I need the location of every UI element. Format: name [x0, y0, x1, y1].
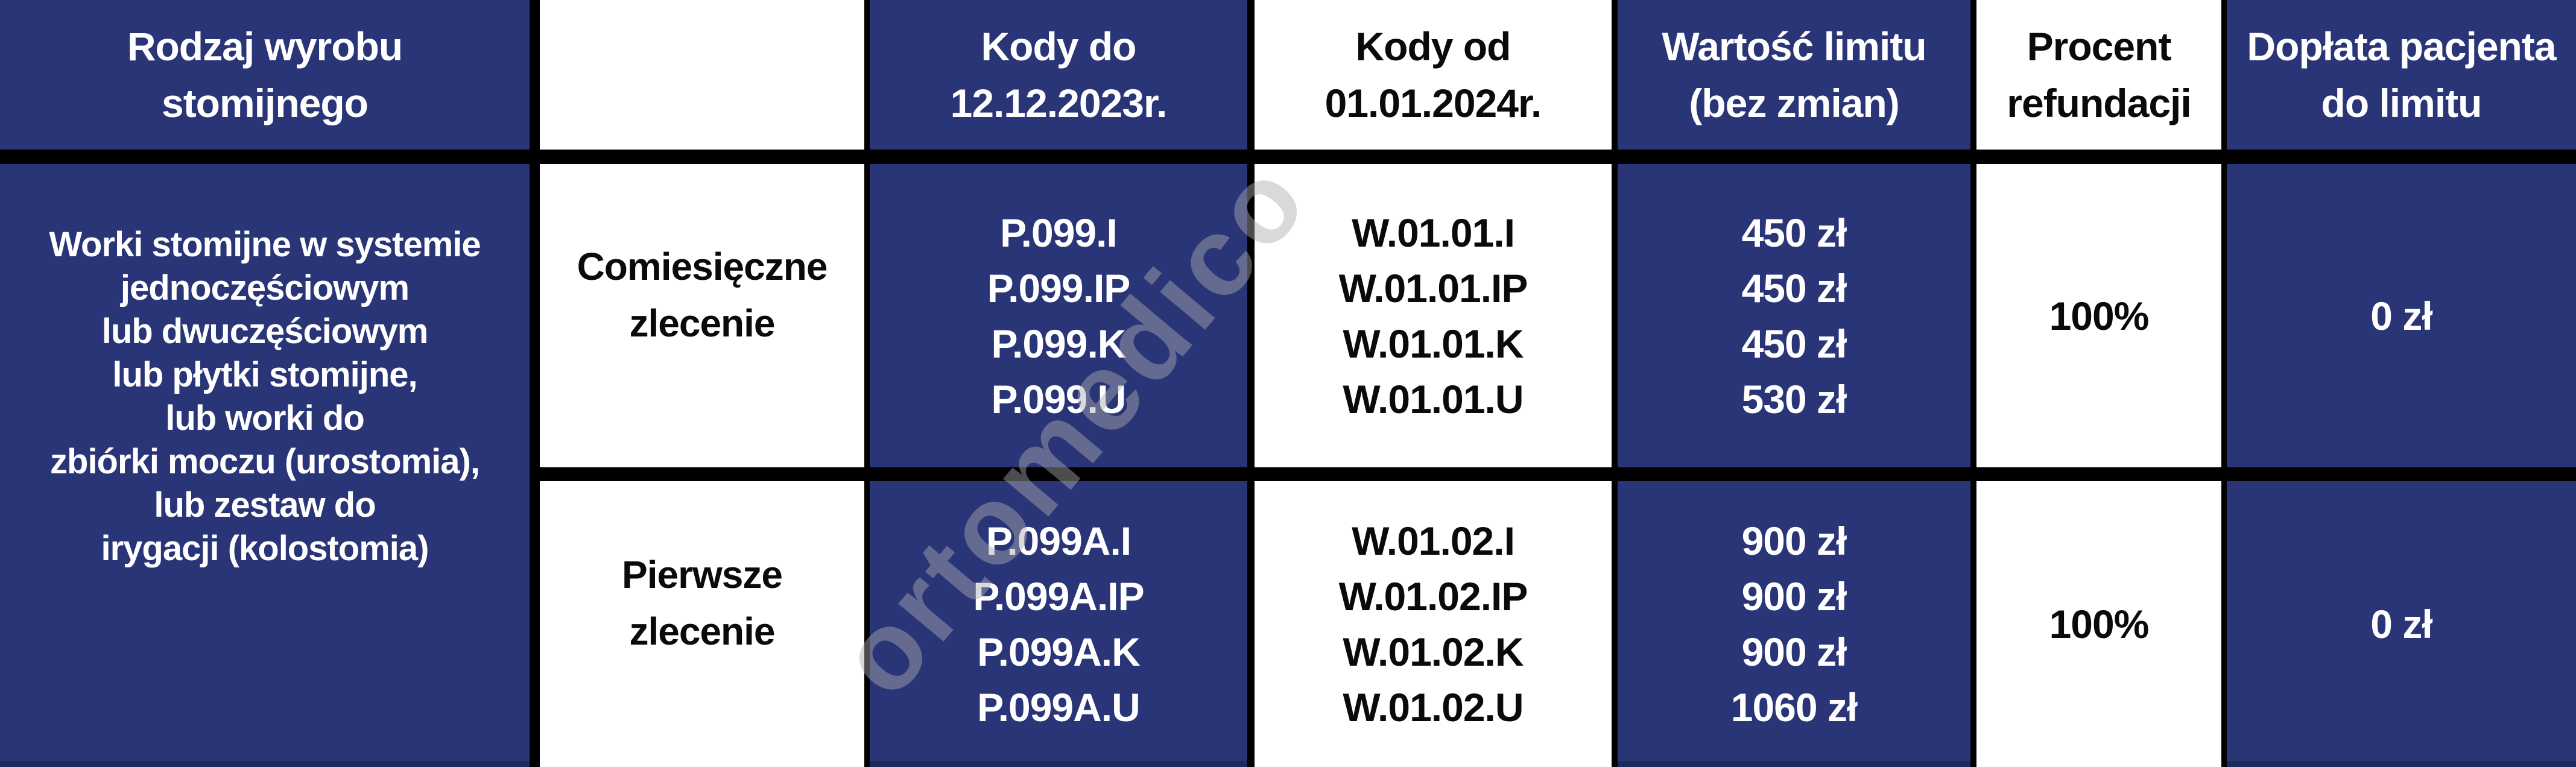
cell-limit-values-row2: 900 zł 900 zł 900 zł 1060 zł [1618, 481, 1970, 767]
cell-patient-copay-row1: 0 zł [2227, 164, 2576, 467]
header-codes-new: Kody od 01.01.2024r. [1255, 0, 1612, 150]
cell-order-type-row2: Pierwsze zlecenie [540, 481, 864, 767]
cell-codes-old-row2: P.099A.I P.099A.IP P.099A.K P.099A.U [870, 481, 1247, 767]
header-refund-percent: Procent refundacji [1976, 0, 2221, 150]
cell-codes-old-row1: P.099.I P.099.IP P.099.K P.099.U [870, 164, 1247, 467]
cell-limit-values-row1: 450 zł 450 zł 450 zł 530 zł [1618, 164, 1970, 467]
header-order-type-blank [540, 0, 864, 150]
cell-codes-new-row1: W.01.01.I W.01.01.IP W.01.01.K W.01.01.U [1255, 164, 1612, 467]
cell-order-type-row1: Comiesięczne zlecenie [540, 164, 864, 467]
cell-codes-new-row2: W.01.02.I W.01.02.IP W.01.02.K W.01.02.U [1255, 481, 1612, 767]
cell-refund-percent-row1: 100% [1976, 164, 2221, 467]
cell-product-type: Worki stomijne w systemie jednoczęściowy… [0, 164, 530, 767]
cell-patient-copay-row2: 0 zł [2227, 481, 2576, 767]
header-patient-copay: Dopłata pacjenta do limitu [2227, 0, 2576, 150]
header-limit-value: Wartość limitu (bez zmian) [1618, 0, 1970, 150]
header-codes-old: Kody do 12.12.2023r. [870, 0, 1247, 150]
cell-refund-percent-row2: 100% [1976, 481, 2221, 767]
header-product-type: Rodzaj wyrobu stomijnego [0, 0, 530, 150]
